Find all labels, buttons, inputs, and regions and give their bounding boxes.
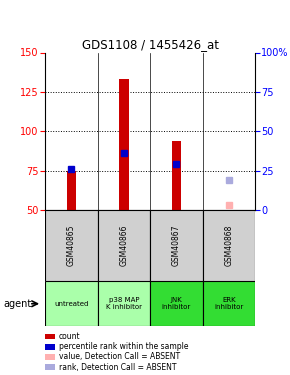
- Text: GSM40868: GSM40868: [224, 225, 233, 266]
- Bar: [97, 281, 150, 326]
- Text: percentile rank within the sample: percentile rank within the sample: [59, 342, 188, 351]
- Bar: [66, 171, 76, 210]
- Text: JNK
inhibitor: JNK inhibitor: [162, 297, 191, 310]
- Bar: [150, 210, 203, 281]
- Text: GSM40867: GSM40867: [172, 225, 181, 266]
- Text: p38 MAP
K inhibitor: p38 MAP K inhibitor: [106, 297, 142, 310]
- Bar: [203, 210, 255, 281]
- Text: GSM40866: GSM40866: [119, 225, 128, 266]
- Text: GSM40865: GSM40865: [67, 225, 76, 266]
- Text: value, Detection Call = ABSENT: value, Detection Call = ABSENT: [59, 352, 180, 362]
- Text: untreated: untreated: [54, 301, 88, 307]
- Bar: [119, 79, 128, 210]
- Text: ERK
inhibitor: ERK inhibitor: [214, 297, 244, 310]
- Bar: [203, 281, 255, 326]
- Bar: [172, 141, 181, 210]
- Bar: [45, 281, 97, 326]
- Text: rank, Detection Call = ABSENT: rank, Detection Call = ABSENT: [59, 363, 176, 372]
- Bar: [150, 281, 203, 326]
- Text: count: count: [59, 332, 81, 341]
- Text: agent: agent: [3, 299, 31, 309]
- Bar: [45, 210, 97, 281]
- Title: GDS1108 / 1455426_at: GDS1108 / 1455426_at: [81, 38, 219, 51]
- Bar: [97, 210, 150, 281]
